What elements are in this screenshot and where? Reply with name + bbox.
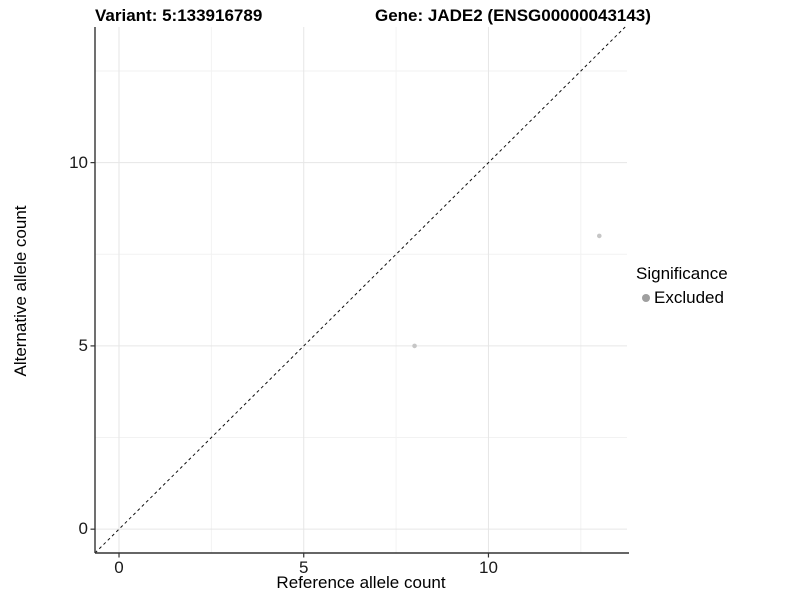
legend-entry-label: Excluded (654, 288, 724, 307)
legend-entry-excluded: Excluded (634, 288, 728, 308)
plot-title-gene: Gene: JADE2 (ENSG00000043143) (375, 6, 651, 25)
x-tick-label: 10 (478, 558, 498, 577)
x-tick-label: 0 (114, 558, 124, 577)
data-point (412, 343, 417, 349)
x-axis-title: Reference allele count (276, 573, 446, 592)
x-tick-label: 5 (299, 558, 309, 577)
data-point (596, 233, 602, 239)
y-tick-label: 0 (78, 519, 88, 539)
y-axis-title: Alternative allele count (11, 205, 30, 377)
legend: Significance Excluded (634, 264, 728, 308)
legend-key-dot-icon (642, 294, 650, 302)
identity-dashed-line (94, 26, 626, 554)
legend-title: Significance (636, 264, 728, 283)
y-tick-label: 5 (78, 335, 88, 355)
plot-title-variant: Variant: 5:133916789 (95, 6, 263, 25)
y-tick-label: 10 (69, 152, 88, 172)
